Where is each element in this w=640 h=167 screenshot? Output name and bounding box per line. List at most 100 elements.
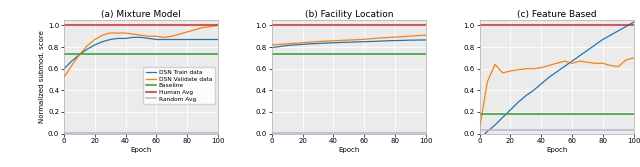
DSN Validate data — [168, 35, 175, 37]
Random Avg — [61, 132, 69, 134]
Title: (c) Feature Based: (c) Feature Based — [517, 10, 596, 19]
DSN Train data — [68, 60, 76, 62]
DSN Train data — [99, 41, 106, 43]
DSN Train data — [76, 54, 83, 56]
DSN Validate data — [406, 35, 414, 37]
Line: DSN Train data: DSN Train data — [272, 40, 426, 48]
DSN Train data — [322, 42, 330, 44]
DSN Train data — [522, 95, 530, 97]
DSN Validate data — [399, 36, 406, 38]
DSN Train data — [129, 36, 137, 38]
DSN Validate data — [284, 43, 291, 45]
DSN Train data — [599, 39, 607, 41]
Baseline — [269, 53, 277, 55]
DSN Train data — [530, 89, 538, 91]
DSN Train data — [483, 130, 491, 132]
DSN Train data — [191, 39, 198, 41]
DSN Validate data — [622, 59, 630, 61]
Baseline — [268, 53, 276, 55]
DSN Validate data — [307, 41, 314, 43]
DSN Validate data — [499, 72, 507, 74]
Line: DSN Validate data: DSN Validate data — [64, 25, 218, 77]
Baseline — [61, 53, 69, 55]
DSN Train data — [83, 48, 91, 50]
DSN Validate data — [522, 68, 530, 70]
DSN Validate data — [291, 42, 299, 44]
Random Avg — [477, 129, 485, 131]
DSN Validate data — [507, 70, 515, 72]
Line: DSN Validate data: DSN Validate data — [272, 35, 426, 45]
Line: DSN Train data: DSN Train data — [64, 37, 218, 69]
DSN Train data — [492, 124, 499, 126]
DSN Validate data — [630, 57, 637, 59]
DSN Validate data — [299, 42, 307, 44]
X-axis label: Epoch: Epoch — [546, 147, 567, 152]
DSN Validate data — [214, 24, 222, 26]
DSN Train data — [291, 44, 299, 46]
DSN Validate data — [99, 34, 106, 36]
DSN Validate data — [561, 60, 568, 62]
X-axis label: Epoch: Epoch — [131, 147, 152, 152]
DSN Validate data — [422, 34, 429, 36]
DSN Train data — [538, 83, 545, 85]
Human Avg — [477, 24, 485, 26]
Line: DSN Validate data: DSN Validate data — [479, 58, 634, 128]
DSN Validate data — [91, 39, 99, 41]
DSN Validate data — [60, 76, 68, 78]
Y-axis label: Normalized submod. score: Normalized submod. score — [39, 30, 45, 123]
DSN Train data — [591, 44, 599, 46]
DSN Train data — [284, 44, 291, 46]
DSN Validate data — [568, 62, 576, 64]
DSN Train data — [391, 40, 399, 42]
DSN Train data — [114, 37, 122, 39]
DSN Validate data — [145, 35, 152, 37]
DSN Train data — [152, 39, 160, 41]
DSN Validate data — [576, 60, 584, 62]
DSN Validate data — [207, 26, 214, 28]
DSN Train data — [137, 36, 145, 38]
DSN Train data — [60, 68, 68, 70]
DSN Train data — [207, 39, 214, 41]
DSN Validate data — [191, 29, 198, 31]
DSN Validate data — [330, 40, 337, 42]
Title: (b) Facility Location: (b) Facility Location — [305, 10, 393, 19]
DSN Train data — [145, 37, 152, 39]
Baseline — [477, 113, 485, 115]
DSN Validate data — [599, 62, 607, 64]
DSN Validate data — [268, 44, 276, 46]
DSN Validate data — [337, 39, 345, 41]
X-axis label: Epoch: Epoch — [338, 147, 360, 152]
DSN Validate data — [376, 37, 383, 39]
DSN Train data — [276, 46, 284, 48]
Human Avg — [61, 24, 69, 26]
Baseline — [60, 53, 68, 55]
DSN Validate data — [476, 127, 483, 129]
DSN Train data — [330, 42, 337, 44]
Legend: DSN Train data, DSN Validate data, Baseline, Human Avg, Random Avg: DSN Train data, DSN Validate data, Basel… — [143, 67, 215, 104]
DSN Train data — [383, 40, 391, 42]
DSN Train data — [507, 109, 515, 111]
DSN Train data — [545, 76, 553, 78]
DSN Train data — [183, 39, 191, 41]
DSN Validate data — [68, 64, 76, 66]
DSN Train data — [376, 40, 383, 42]
DSN Validate data — [314, 41, 322, 43]
DSN Validate data — [383, 37, 391, 39]
DSN Validate data — [122, 32, 129, 34]
DSN Validate data — [492, 63, 499, 65]
DSN Train data — [399, 39, 406, 41]
DSN Validate data — [137, 34, 145, 36]
DSN Train data — [515, 101, 522, 103]
DSN Validate data — [322, 40, 330, 42]
Human Avg — [269, 24, 277, 26]
DSN Train data — [576, 55, 584, 57]
DSN Validate data — [530, 68, 538, 70]
DSN Train data — [368, 40, 376, 42]
DSN Train data — [406, 39, 414, 41]
DSN Validate data — [160, 36, 168, 38]
DSN Validate data — [106, 32, 114, 34]
DSN Train data — [607, 34, 614, 36]
DSN Train data — [630, 21, 637, 23]
DSN Train data — [122, 37, 129, 39]
DSN Train data — [168, 39, 175, 41]
